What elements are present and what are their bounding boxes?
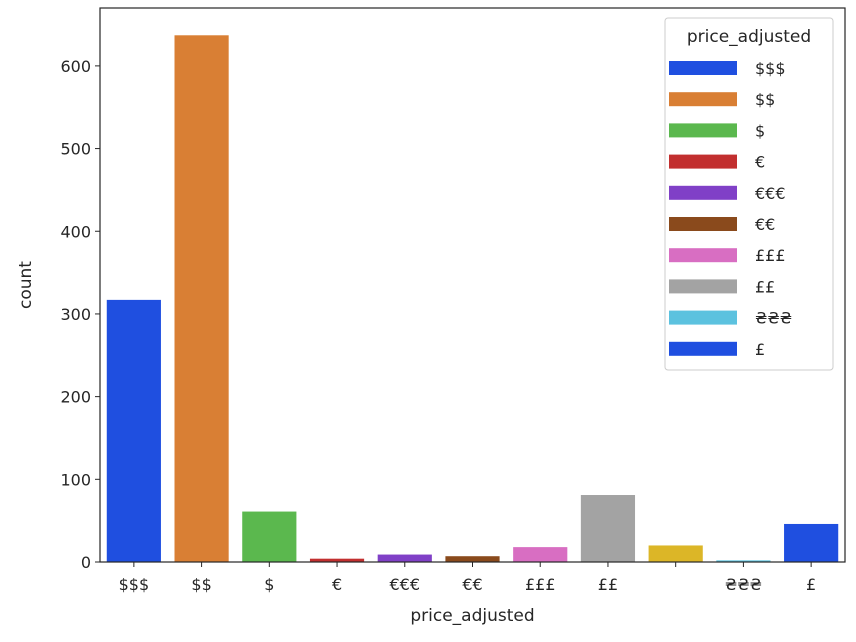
legend-label: €	[755, 153, 765, 172]
legend-label: £	[755, 340, 765, 359]
x-tick-label: ₴₴₴	[725, 575, 762, 594]
bar	[648, 545, 703, 562]
y-tick-label: 500	[60, 140, 91, 159]
bar	[513, 547, 568, 562]
x-tick-label: $$	[191, 575, 211, 594]
y-axis: 0 100 200 300 400 500 600	[60, 57, 100, 572]
legend-label: €€	[755, 215, 775, 234]
y-tick-label: 200	[60, 388, 91, 407]
legend-title: price_adjusted	[687, 27, 811, 47]
y-tick-label: 600	[60, 57, 91, 76]
x-tick-label: £££	[525, 575, 556, 594]
x-axis: $$$ $$ $ € €€€ €€ £££ ££ ₴₴₴ £	[119, 562, 816, 594]
bar	[580, 495, 636, 562]
legend-label: ££	[755, 277, 775, 296]
legend-swatch	[669, 123, 737, 138]
x-tick-label: €€€	[389, 575, 420, 594]
legend-swatch	[669, 310, 737, 325]
x-tick-label: €	[332, 575, 342, 594]
plot-frame	[99, 7, 846, 563]
legend-swatch	[669, 279, 737, 294]
bar	[377, 554, 432, 562]
legend-swatch	[669, 154, 737, 169]
x-tick-label: £	[806, 575, 816, 594]
legend-label: $$$	[755, 59, 786, 78]
legend-label: $	[755, 121, 765, 140]
x-axis-title: price_adjusted	[410, 606, 534, 626]
y-tick-label: 300	[60, 305, 91, 324]
bar	[242, 511, 297, 562]
y-tick-label: 400	[60, 222, 91, 241]
bar	[309, 558, 365, 562]
legend-label: £££	[755, 246, 786, 265]
legend: price_adjusted $$$$$$€€€€€€£££££₴₴₴£	[664, 17, 834, 371]
legend-swatch	[669, 61, 737, 75]
legend-label: $$	[755, 90, 775, 109]
bar	[716, 560, 771, 562]
x-tick-label: $$$	[119, 575, 150, 594]
legend-swatch	[669, 341, 737, 356]
bar	[174, 35, 229, 563]
legend-items: $$$$$$€€€€€€£££££₴₴₴£	[669, 59, 792, 359]
y-tick-label: 0	[81, 553, 91, 572]
y-axis-title: count	[16, 261, 36, 309]
bar	[106, 299, 161, 562]
legend-swatch	[669, 92, 737, 107]
legend-label: ₴₴₴	[755, 309, 792, 328]
legend-label: €€€	[755, 184, 786, 203]
x-tick-label: ££	[598, 575, 618, 594]
x-tick-label: €€	[462, 575, 482, 594]
bar	[784, 523, 839, 562]
bar	[445, 556, 500, 562]
y-tick-label: 100	[60, 470, 91, 489]
legend-swatch	[669, 185, 737, 200]
bars-group	[106, 35, 839, 563]
legend-swatch	[669, 217, 737, 231]
x-tick-label: $	[264, 575, 274, 594]
legend-swatch	[669, 248, 737, 263]
